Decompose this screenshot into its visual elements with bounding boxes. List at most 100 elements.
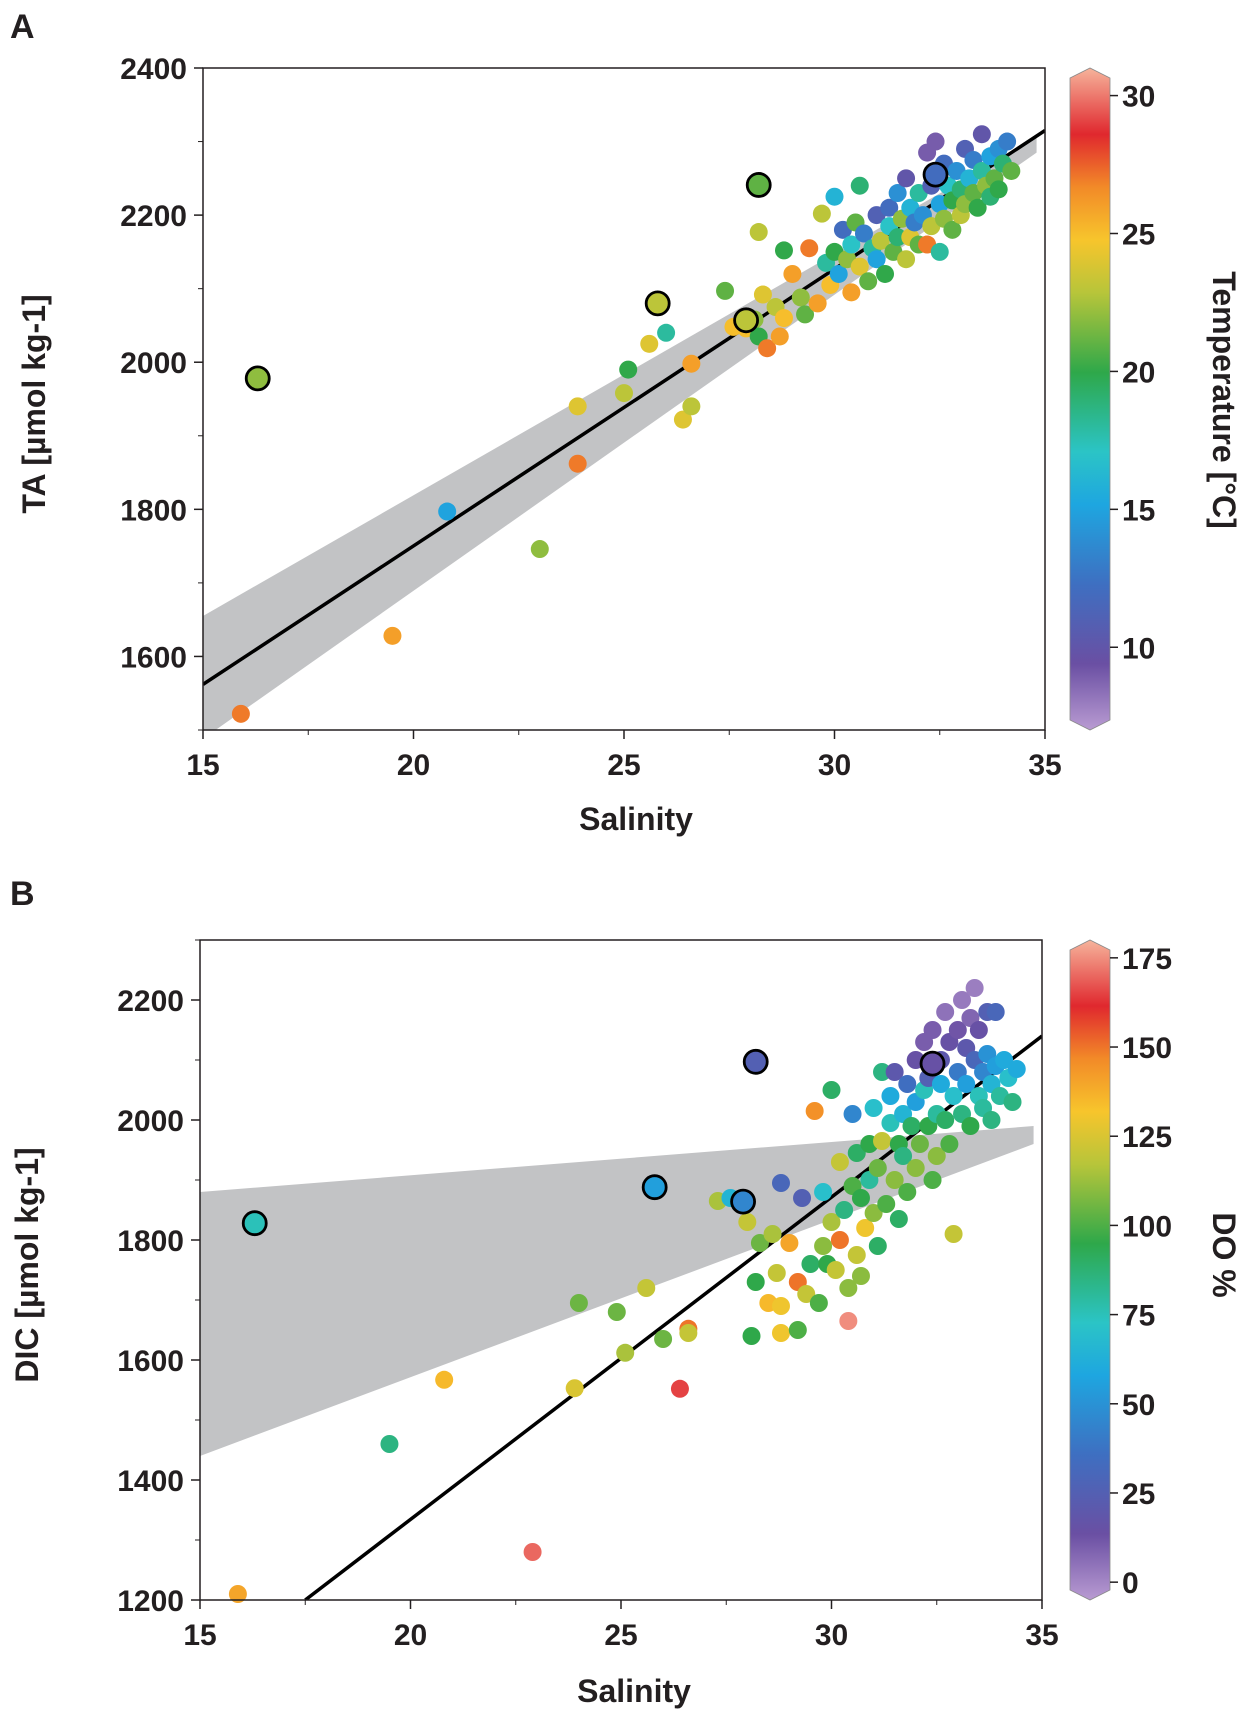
- y-tick-label: 1800: [120, 494, 187, 527]
- data-point: [998, 132, 1017, 151]
- colorbar-a: 10 15 20 25 30: [1069, 67, 1155, 731]
- y-tick-label: 2000: [120, 347, 187, 380]
- colorbar-tick-label: 10: [1122, 632, 1155, 665]
- y-tick-label: 2000: [117, 1105, 184, 1138]
- data-point: [523, 1543, 542, 1561]
- y-axis-title-b: DIC [µmol kg-1]: [9, 1147, 45, 1382]
- data-point: [940, 1135, 959, 1153]
- data-point: [982, 1111, 1001, 1129]
- data-point: [753, 285, 772, 304]
- data-point: [881, 1114, 900, 1132]
- data-point: [847, 1144, 866, 1162]
- data-point: [835, 1201, 854, 1219]
- y-tick-label: 1800: [117, 1225, 184, 1258]
- data-point: [812, 204, 831, 223]
- data-point: [868, 1159, 887, 1177]
- data-point: [864, 1204, 883, 1222]
- data-point: [859, 272, 878, 291]
- points-b: [228, 979, 1026, 1603]
- colorbar-tick-label: 150: [1122, 1032, 1172, 1065]
- data-point: [885, 1063, 904, 1081]
- data-point: [637, 1279, 656, 1297]
- colorbar-tick-label: 75: [1122, 1300, 1155, 1333]
- data-point: [793, 1189, 812, 1207]
- data-point: [868, 1237, 887, 1255]
- x-tick-label: 30: [815, 1619, 848, 1652]
- colorbar-tick-label: 100: [1122, 1210, 1172, 1243]
- data-point: [788, 1321, 807, 1339]
- data-point: [854, 224, 873, 243]
- data-point: [758, 339, 777, 358]
- data-point: [965, 979, 984, 997]
- data-point: [889, 1210, 908, 1228]
- data-point: [930, 242, 949, 261]
- panel-b: 15 20 25 30 35 1200 1400 1600 1800 2000 2200 Sali…: [9, 939, 1242, 1709]
- confidence-band-b: [200, 1126, 1034, 1456]
- data-point: [231, 704, 250, 723]
- data-point: [873, 1132, 892, 1150]
- data-point: [927, 1147, 946, 1165]
- colorbar-gradient: [1069, 67, 1111, 731]
- data-point: [943, 220, 962, 239]
- data-point: [565, 1379, 584, 1398]
- x-axis-title-a: Salinity: [579, 801, 693, 837]
- data-point: [888, 184, 907, 203]
- data-point: [926, 132, 945, 151]
- x-axis-a: 15 20 25 30 35: [186, 730, 1062, 782]
- data-point: [876, 264, 895, 283]
- x-tick-label: 25: [607, 749, 640, 782]
- data-point: [568, 454, 587, 473]
- data-point: [873, 1063, 892, 1081]
- data-point: [850, 176, 869, 195]
- data-point: [856, 1219, 875, 1237]
- y-tick-label: 1200: [117, 1585, 184, 1618]
- data-point: [800, 239, 819, 258]
- data-point: [898, 1075, 917, 1093]
- data-point: [568, 397, 587, 416]
- data-point: [936, 1003, 955, 1021]
- data-point: [808, 294, 827, 313]
- data-point: [1007, 1060, 1026, 1078]
- data-point: [615, 384, 633, 403]
- data-point: [989, 180, 1008, 199]
- data-point: [968, 198, 987, 217]
- y-tick-label: 2200: [117, 985, 184, 1018]
- data-point: [957, 1075, 976, 1093]
- data-point: [774, 309, 793, 328]
- data-point: [682, 397, 701, 416]
- data-point: [871, 231, 890, 250]
- colorbar-title-a: Temperature [°C]: [1206, 271, 1242, 529]
- data-point: [805, 1102, 824, 1120]
- points-a: [231, 125, 1021, 723]
- data-point: [842, 283, 861, 302]
- data-point: [842, 235, 861, 254]
- data-point: [888, 228, 907, 247]
- data-point: [657, 323, 676, 342]
- data-point: [851, 1189, 870, 1207]
- data-point: [682, 354, 701, 373]
- data-point: [898, 1183, 917, 1201]
- colorbar-tick-label: 50: [1122, 1389, 1155, 1422]
- data-point: [851, 1267, 870, 1285]
- outlier-point: [922, 161, 949, 188]
- data-point: [877, 1195, 896, 1213]
- data-point: [830, 1153, 849, 1171]
- colorbar-tick-label: 30: [1122, 81, 1155, 114]
- data-point: [801, 1255, 820, 1273]
- data-point: [944, 1087, 963, 1105]
- data-point: [814, 1237, 833, 1255]
- data-point: [749, 223, 768, 242]
- data-point: [750, 1234, 769, 1252]
- data-point: [953, 991, 972, 1009]
- data-point: [972, 125, 991, 144]
- data-point: [742, 1327, 761, 1345]
- y-axis-b: 1200 1400 1600 1800 2000 2200: [117, 939, 200, 1618]
- data-point: [796, 305, 815, 324]
- y-axis-a: 1600 1800 2000 2200 2400: [120, 53, 203, 731]
- data-point: [530, 540, 549, 559]
- x-tick-label: 30: [818, 749, 851, 782]
- y-tick-label: 2400: [120, 53, 187, 86]
- data-point: [880, 198, 899, 217]
- y-tick-label: 1400: [117, 1465, 184, 1498]
